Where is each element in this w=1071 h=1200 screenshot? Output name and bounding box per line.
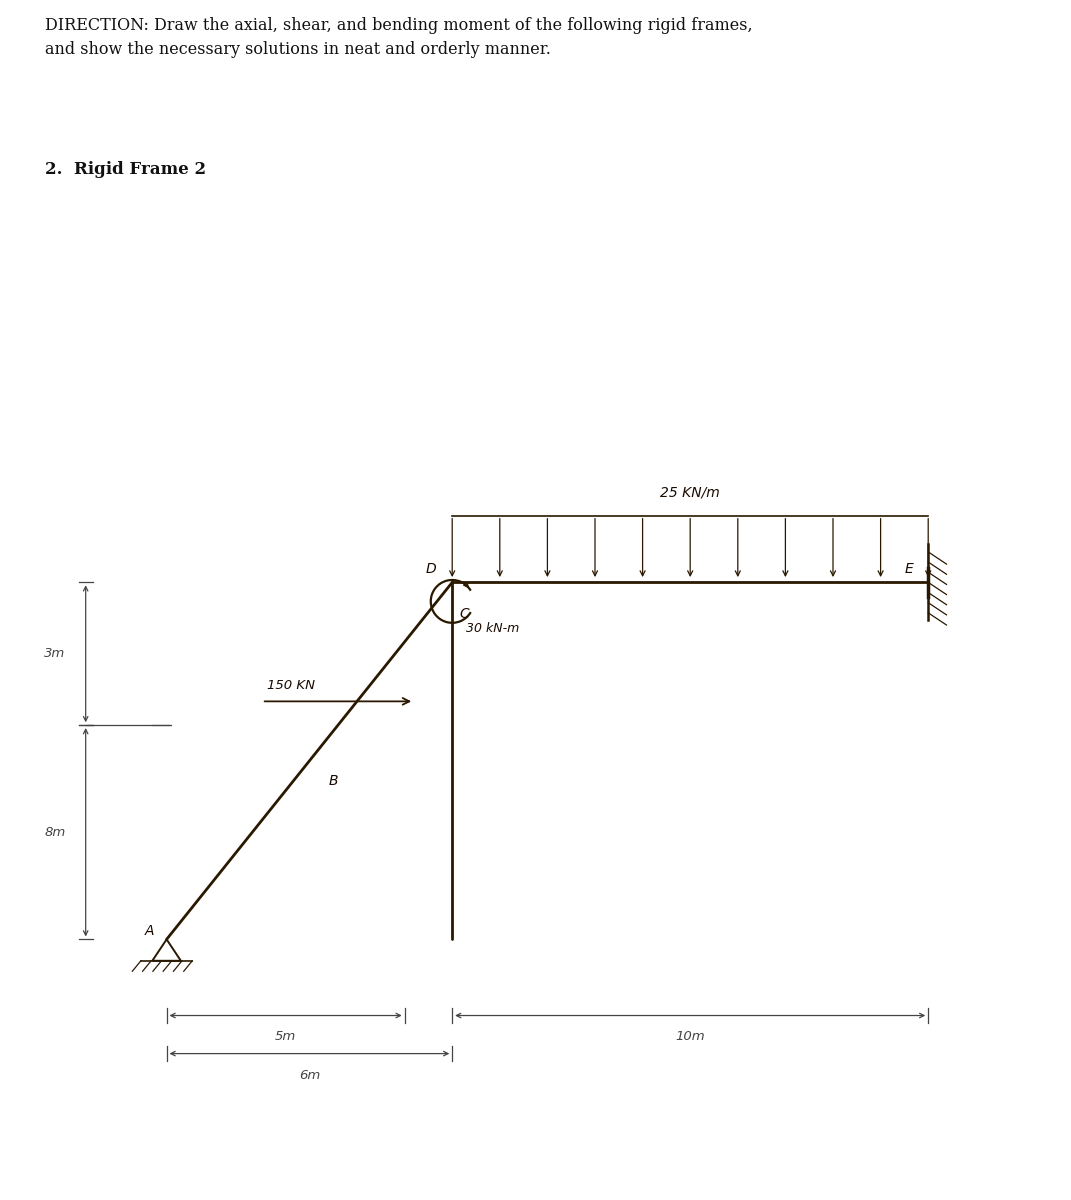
Text: 25 KN/m: 25 KN/m <box>661 486 720 499</box>
Text: and show the necessary solutions in neat and orderly manner.: and show the necessary solutions in neat… <box>45 41 550 58</box>
Text: 5m: 5m <box>275 1031 297 1044</box>
Text: E: E <box>904 562 914 576</box>
Text: 30 kN-m: 30 kN-m <box>467 623 519 635</box>
Text: C: C <box>459 607 469 622</box>
Text: B: B <box>329 774 338 787</box>
Text: 10m: 10m <box>676 1031 705 1044</box>
Text: 150 KN: 150 KN <box>267 679 315 692</box>
Text: DIRECTION: Draw the axial, shear, and bending moment of the following rigid fram: DIRECTION: Draw the axial, shear, and be… <box>45 17 753 34</box>
Text: A: A <box>146 924 154 937</box>
Text: 2.  Rigid Frame 2: 2. Rigid Frame 2 <box>45 161 206 178</box>
Text: 6m: 6m <box>299 1068 320 1081</box>
Text: D: D <box>426 562 437 576</box>
Text: 3m: 3m <box>44 647 65 660</box>
Text: 8m: 8m <box>44 826 65 839</box>
